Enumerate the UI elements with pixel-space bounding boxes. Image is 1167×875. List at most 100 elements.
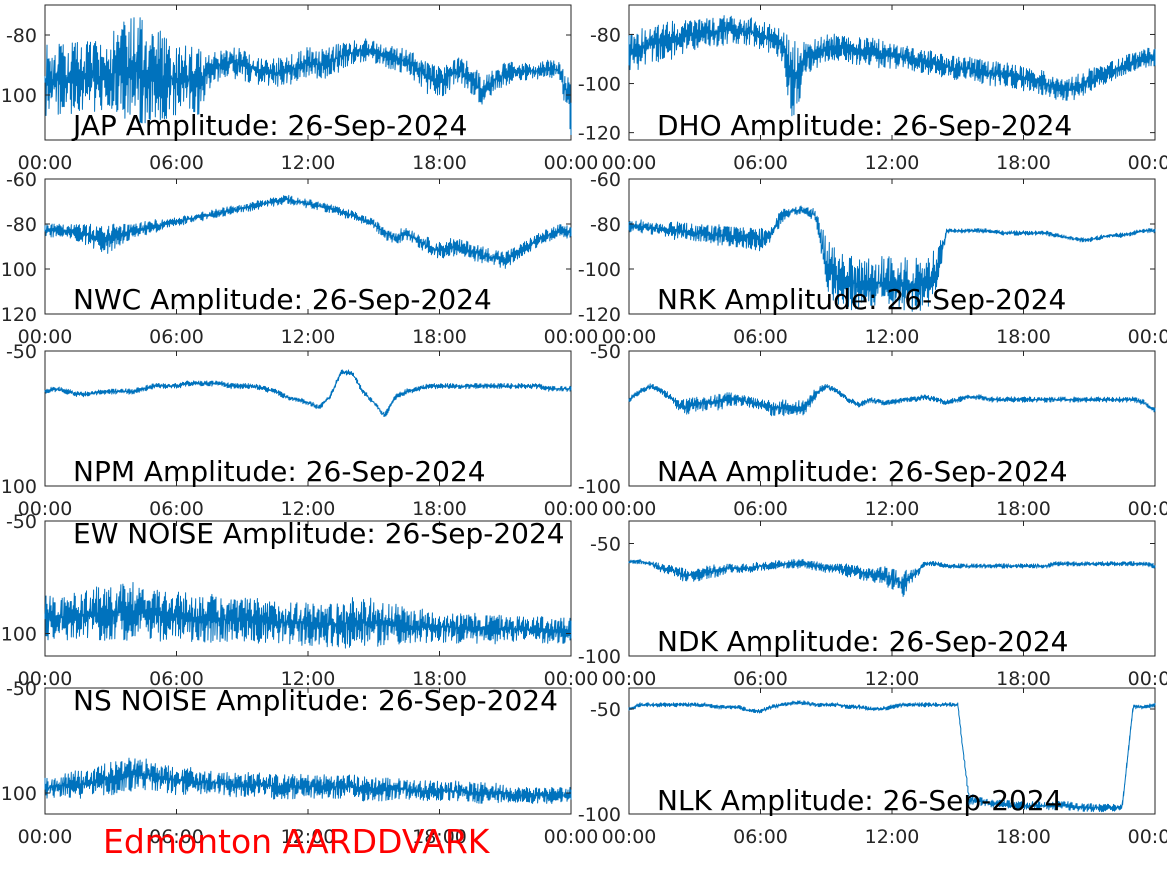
x-tick-label: 18:00 bbox=[996, 152, 1051, 174]
panel-title: NPM Amplitude: 26-Sep-2024 bbox=[73, 455, 486, 488]
x-tick-label: 00:00 bbox=[18, 152, 73, 174]
trace-line bbox=[44, 17, 572, 137]
y-tick-label: 100 bbox=[1, 259, 37, 281]
panel-6: -50 100 00:00 06:00 12:00 18:00 00:00 EW NOISE … bbox=[1, 511, 599, 690]
plot-area bbox=[628, 687, 1156, 815]
trace-line bbox=[628, 558, 1156, 597]
panel-title: NAA Amplitude: 26-Sep-2024 bbox=[657, 455, 1068, 488]
x-tick-label: 18:00 bbox=[412, 826, 467, 848]
y-tick-label: 100 bbox=[1, 476, 37, 498]
x-tick-label: 00:00 bbox=[18, 668, 73, 690]
x-tick-label: 06:00 bbox=[733, 152, 788, 174]
panel-title: EW NOISE Amplitude: 26-Sep-2024 bbox=[73, 517, 565, 550]
panel-title: NRK Amplitude: 26-Sep-2024 bbox=[657, 283, 1066, 316]
panel-0: -80 100 00:00 06:00 12:00 18:00 00:00 JAP Ampli… bbox=[1, 4, 599, 174]
y-tick-label: -120 bbox=[578, 123, 621, 145]
y-tick-label: -80 bbox=[590, 24, 621, 46]
y-tick-label: 100 bbox=[1, 85, 37, 107]
y-tick-label: -50 bbox=[6, 678, 37, 700]
x-tick-label: 12:00 bbox=[865, 498, 920, 520]
y-tick-label: -100 bbox=[578, 476, 621, 498]
x-tick-label: 12:00 bbox=[865, 152, 920, 174]
x-tick-label: 00:00 bbox=[1128, 152, 1167, 174]
x-tick-label: 06:00 bbox=[733, 498, 788, 520]
y-tick-label: -80 bbox=[6, 25, 37, 47]
y-tick-label: -100 bbox=[578, 259, 621, 281]
station-caption: Edmonton AARDDVARK bbox=[103, 822, 490, 861]
y-tick-label: -80 bbox=[6, 214, 37, 236]
panel-8: -50 100 00:00 06:00 12:00 18:00 00:00 NS NOISE … bbox=[1, 678, 599, 848]
y-tick-label: -50 bbox=[590, 699, 621, 721]
x-tick-label: 00:00 bbox=[602, 498, 657, 520]
y-tick-label: 120 bbox=[1, 304, 37, 326]
trace-line bbox=[628, 15, 1156, 117]
x-tick-label: 00:00 bbox=[544, 326, 599, 348]
y-tick-label: -50 bbox=[6, 511, 37, 533]
x-tick-label: 12:00 bbox=[281, 326, 336, 348]
x-tick-label: 06:00 bbox=[733, 668, 788, 690]
x-tick-label: 06:00 bbox=[149, 668, 204, 690]
trace-line bbox=[44, 369, 572, 417]
x-tick-label: 06:00 bbox=[733, 326, 788, 348]
x-tick-label: 12:00 bbox=[281, 498, 336, 520]
x-tick-label: 00:00 bbox=[1128, 826, 1167, 848]
x-tick-label: 06:00 bbox=[149, 498, 204, 520]
trace-line bbox=[44, 757, 572, 804]
x-tick-label: 06:00 bbox=[149, 152, 204, 174]
x-tick-label: 00:00 bbox=[1128, 326, 1167, 348]
y-tick-label: 100 bbox=[1, 783, 37, 805]
panel-title: JAP Amplitude: 26-Sep-2024 bbox=[71, 109, 467, 142]
y-tick-label: -50 bbox=[590, 341, 621, 363]
x-tick-label: 18:00 bbox=[412, 498, 467, 520]
x-tick-label: 12:00 bbox=[865, 326, 920, 348]
y-tick-label: -120 bbox=[578, 304, 621, 326]
x-tick-label: 12:00 bbox=[281, 152, 336, 174]
x-tick-label: 06:00 bbox=[149, 326, 204, 348]
x-tick-label: 00:00 bbox=[602, 826, 657, 848]
x-tick-label: 00:00 bbox=[1128, 668, 1167, 690]
trace-line bbox=[628, 383, 1156, 417]
x-tick-label: 00:00 bbox=[602, 668, 657, 690]
x-tick-label: 12:00 bbox=[281, 826, 336, 848]
x-tick-label: 12:00 bbox=[281, 668, 336, 690]
x-tick-label: 00:00 bbox=[18, 498, 73, 520]
x-tick-label: 00:00 bbox=[602, 326, 657, 348]
x-tick-label: 00:00 bbox=[18, 326, 73, 348]
y-tick-label: -100 bbox=[578, 74, 621, 96]
x-tick-label: 00:00 bbox=[1128, 498, 1167, 520]
x-tick-label: 18:00 bbox=[412, 326, 467, 348]
panel-3: -60-80-100-12000:0006:0012:0018:0000:00N… bbox=[578, 169, 1167, 348]
panel-title: NDK Amplitude: 26-Sep-2024 bbox=[657, 625, 1068, 658]
panel-1: -80-100-12000:0006:0012:0018:0000:00DHO … bbox=[578, 4, 1167, 174]
trace-line bbox=[44, 194, 572, 269]
y-tick-label: -100 bbox=[578, 804, 621, 826]
y-tick-label: -50 bbox=[590, 534, 621, 556]
x-tick-label: 18:00 bbox=[412, 152, 467, 174]
x-tick-label: 18:00 bbox=[412, 668, 467, 690]
x-tick-label: 18:00 bbox=[996, 498, 1051, 520]
panel-title: NWC Amplitude: 26-Sep-2024 bbox=[73, 283, 492, 316]
y-tick-label: -60 bbox=[6, 169, 37, 191]
x-tick-label: 12:00 bbox=[865, 668, 920, 690]
x-tick-label: 00:00 bbox=[544, 826, 599, 848]
y-tick-label: -100 bbox=[578, 646, 621, 668]
y-tick-label: -60 bbox=[590, 169, 621, 191]
x-tick-label: 00:00 bbox=[544, 152, 599, 174]
x-tick-label: 18:00 bbox=[996, 826, 1051, 848]
x-tick-label: 18:00 bbox=[996, 326, 1051, 348]
panel-title: NLK Amplitude: 26-Sep-2024 bbox=[657, 784, 1063, 817]
x-tick-label: 00:00 bbox=[544, 498, 599, 520]
x-tick-label: 00:00 bbox=[18, 826, 73, 848]
trace-line bbox=[44, 582, 572, 649]
x-tick-label: 00:00 bbox=[602, 152, 657, 174]
plot-area bbox=[628, 4, 1156, 141]
x-tick-label: 06:00 bbox=[149, 826, 204, 848]
y-tick-label: -50 bbox=[6, 341, 37, 363]
y-tick-label: 100 bbox=[1, 624, 37, 646]
